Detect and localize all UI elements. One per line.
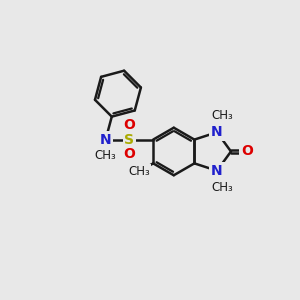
Text: N: N	[211, 125, 223, 139]
Text: N: N	[100, 133, 111, 147]
Text: CH₃: CH₃	[95, 148, 116, 162]
Text: O: O	[124, 147, 135, 161]
Text: N: N	[211, 164, 223, 178]
Text: CH₃: CH₃	[212, 181, 233, 194]
Text: S: S	[124, 133, 134, 147]
Text: O: O	[124, 118, 135, 132]
Text: CH₃: CH₃	[128, 165, 150, 178]
Text: O: O	[241, 145, 253, 158]
Text: CH₃: CH₃	[212, 110, 233, 122]
